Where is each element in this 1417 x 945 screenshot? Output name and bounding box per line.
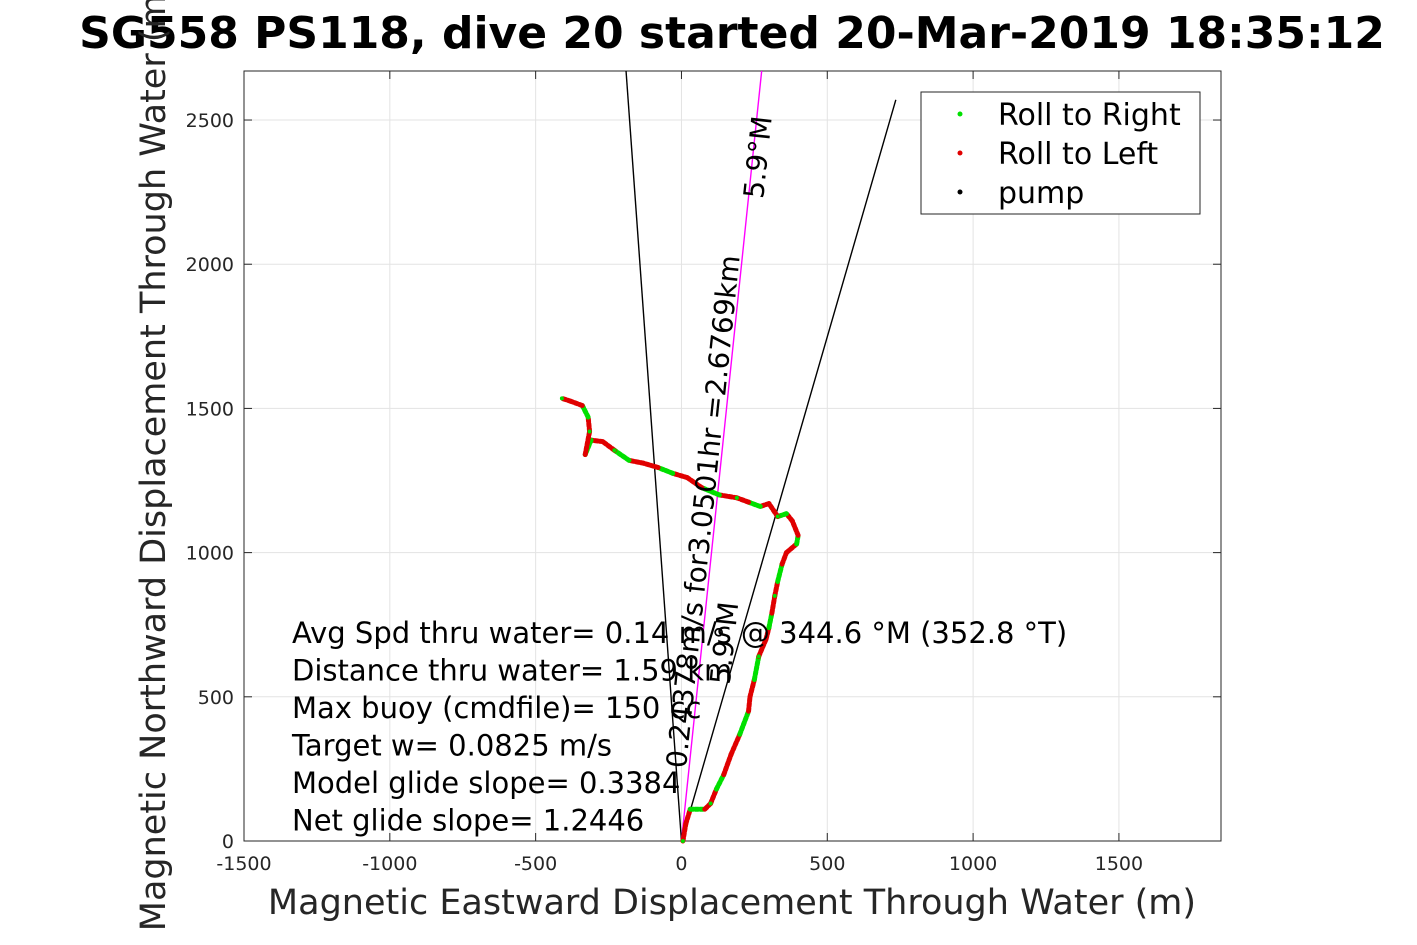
- rotated-label: 5.9°M: [737, 114, 778, 200]
- track-point: [587, 429, 592, 434]
- chart-title: SG558 PS118, dive 20 started 20-Mar-2019…: [79, 8, 1385, 59]
- legend: Roll to Right Roll to Left pump: [920, 91, 1201, 215]
- y-tick-label: 0: [222, 831, 234, 853]
- roll-left-segment: [721, 751, 734, 778]
- roll-right-segment: [713, 772, 727, 792]
- x-tick-label: 500: [809, 853, 845, 875]
- roll-right-segment: [655, 465, 676, 476]
- legend-marker: [957, 189, 963, 195]
- roll-left-segment: [582, 428, 593, 458]
- roll-left-segment: [670, 470, 690, 481]
- y-tick-label: 2500: [186, 110, 234, 132]
- reference-line: [625, 70, 683, 842]
- roll-right-segment: [751, 653, 762, 683]
- annotation-line: Net glide slope= 1.2446: [292, 804, 644, 838]
- track-point: [794, 541, 799, 546]
- roll-left-segment: [708, 786, 719, 807]
- annotation-line: Avg Spd thru water= 0.14 m/s @ 344.6 °M …: [292, 616, 1067, 650]
- reference-line: [680, 70, 763, 842]
- legend-label: pump: [998, 176, 1084, 211]
- axis-ticks: -1500 -1000 -500 0 500 1000 1500 0 500 1000 1500 20…: [186, 71, 1221, 875]
- y-tick-label: 1000: [186, 543, 234, 565]
- annotation-block: Avg Spd thru water= 0.14 m/s @ 344.6 °M …: [291, 616, 1067, 838]
- roll-right-segment: [611, 447, 632, 463]
- track-point: [734, 495, 739, 500]
- x-tick-label: 1500: [1095, 853, 1143, 875]
- reference-lines: [625, 70, 897, 842]
- roll-left-segment: [641, 460, 661, 471]
- legend-label: Roll to Left: [998, 137, 1158, 172]
- track-point: [680, 839, 685, 843]
- roll-left-segment: [728, 731, 743, 757]
- roll-left-segment: [789, 518, 801, 538]
- track-point: [559, 396, 564, 401]
- roll-right-segment: [737, 708, 752, 737]
- roll-right-segment: [699, 485, 722, 498]
- track-point: [708, 801, 713, 806]
- roll-left-segment: [756, 636, 769, 659]
- roll-left-segment: [683, 806, 693, 827]
- roll-left-segment: [680, 821, 689, 844]
- annotation-line: Distance thru water= 1.59 km: [292, 654, 732, 688]
- roll-left-segment: [684, 475, 705, 491]
- legend-label: Roll to Right: [998, 98, 1181, 133]
- track-point: [775, 514, 780, 519]
- roll-right-segment: [775, 561, 785, 584]
- roll-left-segment: [766, 501, 781, 520]
- y-axis-label: Magnetic Northward Displacement Through …: [134, 0, 174, 931]
- y-tick-label: 500: [198, 687, 234, 709]
- track-point: [756, 654, 761, 659]
- roll-left-segment: [769, 593, 778, 616]
- annotation-line: Model glide slope= 0.3384: [292, 766, 680, 800]
- track-point: [670, 471, 675, 476]
- legend-box: [920, 91, 1201, 215]
- y-tick-label: 2000: [186, 254, 234, 276]
- y-tick-label: 1500: [186, 398, 234, 420]
- legend-marker: [957, 111, 963, 117]
- reference-line: [680, 99, 897, 842]
- x-tick-label: 1000: [949, 853, 997, 875]
- x-axis-label: Magnetic Eastward Displacement Through W…: [268, 883, 1196, 923]
- track-point: [737, 732, 742, 737]
- annotation-line: Max buoy (cmdfile)= 150 cc: [292, 691, 701, 725]
- roll-left-segment: [747, 677, 757, 700]
- roll-left-segment: [716, 492, 740, 501]
- x-tick-label: -1500: [216, 853, 271, 875]
- x-tick-label: -500: [514, 853, 557, 875]
- annotation-line: Target w= 0.0825 m/s: [291, 729, 612, 763]
- track-point: [612, 448, 617, 453]
- plot-frame: [243, 70, 1222, 842]
- track-point: [772, 593, 777, 598]
- x-tick-label: 0: [675, 853, 687, 875]
- x-tick-label: -1000: [362, 853, 417, 875]
- legend-marker: [957, 150, 963, 156]
- dive-track: [559, 395, 801, 844]
